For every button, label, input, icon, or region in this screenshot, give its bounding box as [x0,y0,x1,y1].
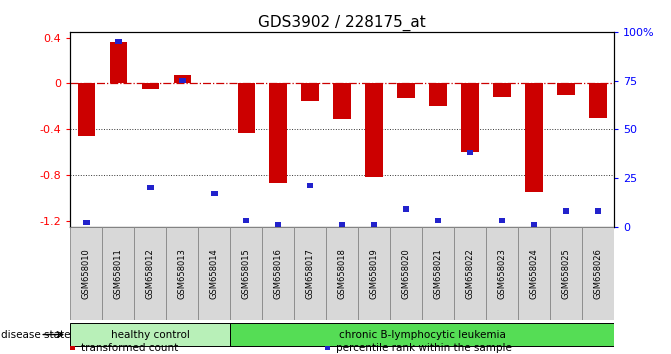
Text: GSM658018: GSM658018 [338,248,347,299]
Text: disease state: disease state [1,330,70,339]
FancyBboxPatch shape [518,227,550,320]
Bar [339,222,346,227]
Text: GSM658015: GSM658015 [242,248,251,299]
Bar [307,183,313,188]
FancyBboxPatch shape [550,227,582,320]
FancyBboxPatch shape [486,227,518,320]
Text: GSM658023: GSM658023 [498,248,507,299]
Bar [461,84,479,152]
FancyBboxPatch shape [582,227,614,320]
FancyBboxPatch shape [422,227,454,320]
FancyBboxPatch shape [390,227,422,320]
FancyBboxPatch shape [134,227,166,320]
FancyBboxPatch shape [454,227,486,320]
Text: GSM658014: GSM658014 [210,248,219,299]
Bar [243,218,250,223]
Text: transformed count: transformed count [81,343,178,353]
FancyBboxPatch shape [358,227,390,320]
FancyBboxPatch shape [326,227,358,320]
Bar [403,206,409,212]
Bar [78,84,95,136]
Text: GSM658011: GSM658011 [114,248,123,299]
FancyBboxPatch shape [230,227,262,320]
Bar [333,84,351,119]
FancyBboxPatch shape [103,227,134,320]
Text: GSM658025: GSM658025 [562,248,570,299]
Text: GSM658024: GSM658024 [529,248,539,299]
Text: GSM658013: GSM658013 [178,248,187,299]
Bar [270,84,287,183]
Title: GDS3902 / 228175_at: GDS3902 / 228175_at [258,14,426,30]
Text: GSM658021: GSM658021 [433,248,443,299]
FancyBboxPatch shape [70,227,103,320]
Bar [238,84,255,133]
Bar [301,84,319,101]
Bar [531,222,537,227]
Bar [366,84,383,177]
Bar [211,191,217,196]
Bar [467,150,473,155]
Text: healthy control: healthy control [111,330,190,339]
Text: GSM658022: GSM658022 [466,248,474,299]
Bar [397,84,415,98]
Bar [429,84,447,106]
Bar [493,84,511,97]
Bar [115,39,121,44]
Text: chronic B-lymphocytic leukemia: chronic B-lymphocytic leukemia [339,330,505,339]
Bar [563,208,569,214]
FancyBboxPatch shape [70,323,230,347]
Text: GSM658016: GSM658016 [274,248,282,299]
FancyBboxPatch shape [295,227,326,320]
Bar [435,218,442,223]
Bar [275,222,281,227]
Text: GSM658026: GSM658026 [593,248,603,299]
Text: GSM658017: GSM658017 [306,248,315,299]
Bar [142,84,159,89]
Text: GSM658010: GSM658010 [82,248,91,299]
Text: GSM658019: GSM658019 [370,248,378,299]
FancyBboxPatch shape [166,227,199,320]
FancyBboxPatch shape [199,227,230,320]
Text: GSM658012: GSM658012 [146,248,155,299]
Bar [499,218,505,223]
Bar [179,78,186,83]
Bar [595,208,601,214]
Bar [174,75,191,84]
FancyBboxPatch shape [262,227,295,320]
Bar [147,185,154,190]
Bar [589,84,607,118]
Text: GSM658020: GSM658020 [402,248,411,299]
Bar [371,222,377,227]
FancyBboxPatch shape [230,323,614,347]
Text: percentile rank within the sample: percentile rank within the sample [336,343,512,353]
Bar [109,42,127,84]
Bar [83,220,90,225]
Bar [525,84,543,192]
Bar [557,84,575,95]
